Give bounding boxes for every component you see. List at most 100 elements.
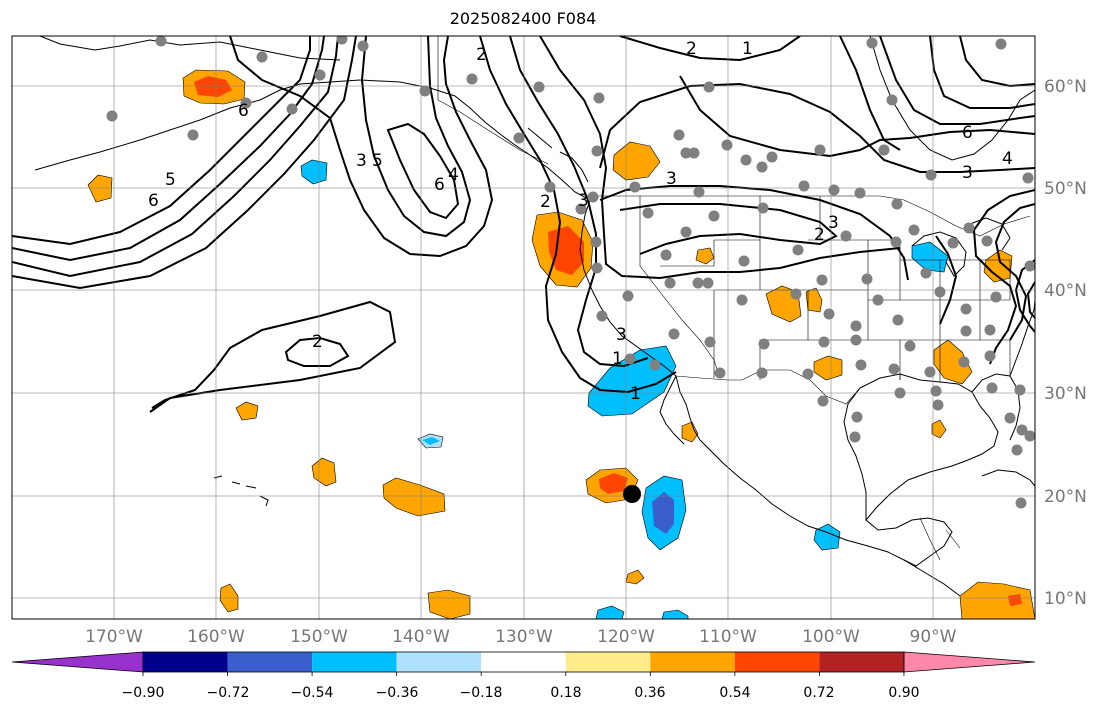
contour-label: 3 [356,151,367,171]
contour-label: 2 [476,45,487,65]
contour-hudson-3 [679,75,1035,158]
contour-label: 3 [828,213,839,233]
contour-east-trough-2 [994,203,1035,341]
anomaly-pacific-blob-2 [311,457,337,487]
coastlines [34,36,1035,597]
contour-label: 6 [434,175,445,195]
contour-hudson-1 [599,82,1035,173]
coast-texas-gulf [843,387,867,520]
contour-west-1 [12,36,325,262]
lat-label: 40°N [1044,281,1087,301]
colorbar-tick-label: −0.90 [122,685,165,701]
lon-label: 160°W [187,627,245,647]
colorbar-tick-label: 0.90 [888,685,919,701]
anomaly-caribbean-core [1008,594,1022,606]
latitude-labels: 60°N 50°N 40°N 30°N 20°N 10°N [1044,77,1087,609]
contour-label: 1 [612,349,623,369]
colorbar-frame [142,651,905,673]
anomaly-caribbean-positive [959,581,1035,619]
lon-label: 170°W [85,627,143,647]
colorbar-segment [734,652,820,672]
colorbar-tick-labels: −0.90 −0.72 −0.54 −0.36 −0.18 0.18 0.36 … [122,685,920,701]
colorbar-segment [565,652,651,672]
contour-label: 4 [1002,149,1013,169]
anomaly-mexico-interior [681,421,699,443]
colorbar-extend-min [11,651,144,673]
colorbar-tick-label: −0.36 [376,685,419,701]
contour-label: 3 [578,191,589,211]
anomaly-bottom-negative-2 [661,609,689,619]
anomaly-gulf-alaska [300,159,328,185]
colorbar-segment [227,652,313,672]
lon-label: 110°W [699,627,757,647]
contour-label: 6 [148,191,159,211]
anomaly-texas-offshore [813,355,843,381]
station-markers [106,36,1035,509]
coast-mexico-pacific [699,439,961,597]
contour-3-main [539,36,901,280]
map-frame [11,35,1036,620]
black-dot-marker [623,485,641,503]
contour-trough-west-coast [479,36,677,394]
colorbar-segment [143,652,228,672]
anomaly-pacific-blob-1 [235,401,259,421]
contour-label: 6 [962,123,973,143]
colorbar [11,651,1036,676]
border-us-canada [590,195,1031,237]
contour-east-trough-3 [1014,259,1035,333]
coast-alaska-aleutians [34,79,591,201]
lat-label: 30°N [1044,384,1087,404]
anomaly-alaska-west-core [194,76,232,97]
colorbar-tick-label: 0.72 [803,685,834,701]
coast-bc-islands [527,127,589,183]
lon-label: 100°W [802,627,860,647]
contour-label: 5 [165,170,176,190]
lat-label: 60°N [1044,77,1087,97]
contour-label: 2 [686,39,697,59]
coast-east-us [1009,299,1035,377]
coast-hawaii [213,475,269,507]
colorbar-segment [819,652,904,672]
contour-1-main [12,36,311,246]
longitude-labels: 170°W 160°W 150°W 140°W 130°W 120°W 110°… [85,627,957,647]
contour-label: 6 [238,101,249,121]
coast-baja [659,375,701,445]
contour-label: 1 [742,39,753,59]
contour-west-2 [12,36,339,278]
border-central-america [919,517,961,561]
colorbar-tick-label: 0.36 [634,685,665,701]
colorbar-tick-label: 0.18 [550,685,581,701]
anomaly-central-us-2 [805,287,823,313]
anomaly-pacific-blob-3 [382,477,446,517]
coast-gulf-mexico [859,373,999,567]
lat-label: 50°N [1044,179,1087,199]
anomaly-mexico-west-core [599,473,628,494]
border-us-mexico [675,369,861,405]
contour-east-trough-1 [972,189,1035,365]
colorbar-segment [481,652,566,672]
contour-ridge-gulf [229,36,494,258]
contour-label: 3 [666,169,677,189]
colorbar-tick-label: −0.72 [207,685,250,701]
anomaly-bc-coast [612,141,661,181]
contour-canada-2 [619,203,838,255]
contour-label: 5 [372,151,383,171]
contour-label: 4 [448,165,459,185]
coast-florida [971,373,1021,441]
anomaly-gulf-coast [933,339,973,385]
colorbar-segment [650,652,735,672]
lon-label: 130°W [495,627,553,647]
coast-hudson-bay [869,36,1035,161]
contour-trough-2 [509,36,649,368]
lon-label: 140°W [392,627,450,647]
anomaly-baja-south-negative-core [652,492,674,534]
lon-label: 120°W [597,627,655,647]
contour-2-small [284,336,350,367]
map-panel: 2 1 2 3 5 6 6 5 6 4 2 3 3 2 2 3 1 1 6 3 … [12,36,1035,619]
coast-us-west [579,199,677,377]
anomaly-bottom-negative [595,605,625,619]
lat-label: 20°N [1044,487,1087,507]
contour-ridge-inner-1 [360,36,472,238]
anomaly-pacific-blob-7 [422,437,440,445]
